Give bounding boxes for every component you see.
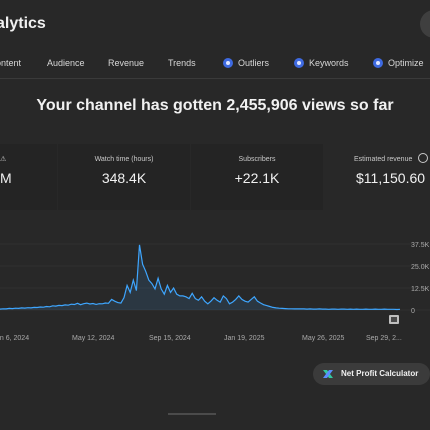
tab-keywords[interactable]: Keywords [294,58,349,68]
x-tick-label: Sep 15, 2024 [149,335,191,342]
metric-cards: ⚠ M Watch time (hours) 348.4K Subscriber… [0,144,430,210]
account-button[interactable] [420,10,430,38]
info-icon [418,153,428,163]
metric-card-views[interactable]: ⚠ M [0,144,57,210]
y-tick-label: 0 [411,308,415,315]
extension-dot-icon [373,58,383,68]
y-tick-label: 25.0K [411,264,430,271]
metric-card-revenue[interactable]: Estimated revenue $11,150.60 [324,144,430,210]
calculator-logo-icon [323,370,333,378]
x-tick-label: Jan 19, 2025 [224,335,265,342]
views-chart: 37.5K 25.0K 12.5K 0 an 6, 2024 May 12, 2024 S… [0,242,430,342]
tab-content[interactable]: ontent [0,58,21,68]
page-title: alytics [0,15,46,32]
metric-value: $11,150.60 [356,170,426,186]
metric-label: Watch time (hours) [94,156,154,163]
tab-optimize[interactable]: Optimize [373,58,424,68]
metric-label: Subscribers [238,156,276,163]
metric-card-subscribers[interactable]: Subscribers +22.1K [191,144,323,210]
tab-label: Trends [168,58,196,68]
x-tick-label: May 12, 2024 [72,335,115,342]
tab-label: Revenue [108,58,145,68]
warning-icon: ⚠ [0,156,7,163]
tab-label: Audience [47,58,85,68]
metric-card-watch-time[interactable]: Watch time (hours) 348.4K [58,144,190,210]
tab-outliers[interactable]: Outliers [223,58,269,68]
metric-value: +22.1K [234,170,280,186]
y-tick-label: 12.5K [411,286,430,293]
chart-expand-icon[interactable] [389,315,399,324]
chart-area [0,244,400,310]
tab-revenue[interactable]: Revenue [108,58,144,68]
metric-value: 348.4K [101,170,147,186]
tab-bar: ontent Audience Revenue Trends Outliers … [0,52,430,79]
tab-audience[interactable]: Audience [47,58,85,68]
net-profit-calculator-button[interactable]: Net Profit Calculator [313,363,430,385]
tab-label: Optimize [388,58,424,68]
extension-dot-icon [223,58,233,68]
x-tick-label: Sep 29, 2... [366,335,402,342]
tab-label: ontent [0,58,22,68]
x-tick-label: May 26, 2025 [302,335,345,342]
metric-value: M [0,170,12,186]
tab-label: Outliers [238,58,270,68]
tab-label: Keywords [309,58,349,68]
tab-trends[interactable]: Trends [168,58,196,68]
x-tick-label: an 6, 2024 [0,335,29,342]
net-profit-label: Net Profit Calculator [341,369,419,378]
chart-series-line [0,244,401,311]
scroll-indicator [168,413,216,415]
channel-views-headline: Your channel has gotten 2,455,906 views … [36,97,394,114]
metric-label: Estimated revenue [354,156,413,163]
extension-dot-icon [294,58,304,68]
y-tick-label: 37.5K [411,242,430,249]
